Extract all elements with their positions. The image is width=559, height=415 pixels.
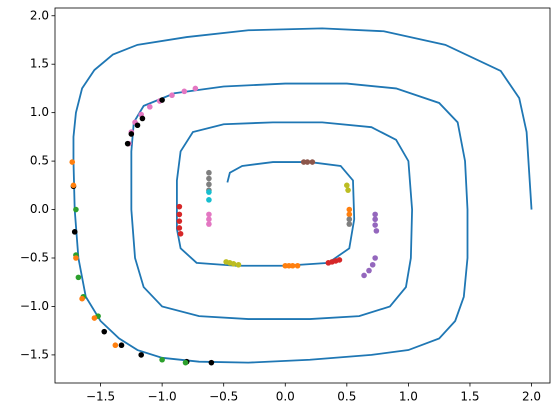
scatter-point xyxy=(369,261,376,268)
scatter-point xyxy=(309,159,316,165)
scatter-point xyxy=(372,222,378,228)
scatter-point xyxy=(79,295,85,302)
scatter-point xyxy=(73,255,79,261)
scatter-point xyxy=(346,216,353,223)
scatter-point xyxy=(206,221,212,227)
x-tick-label: 1.0 xyxy=(399,390,418,404)
scatter-point xyxy=(192,85,199,92)
scatter-point xyxy=(177,230,184,237)
scatter-point xyxy=(345,187,351,193)
x-tick-label: 1.5 xyxy=(460,390,479,404)
x-tick-label: −1.5 xyxy=(86,390,115,404)
scatter-point xyxy=(206,211,212,218)
scatter-point xyxy=(206,175,212,182)
scatter-point xyxy=(206,197,212,203)
scatter-point xyxy=(147,104,153,110)
scatter-point xyxy=(71,229,78,235)
scatter-point xyxy=(366,267,372,274)
scatter-point xyxy=(91,315,98,321)
y-tick-label: −1.5 xyxy=(20,347,49,361)
scatter-point xyxy=(75,274,82,281)
scatter-point xyxy=(206,216,212,223)
scatter-point xyxy=(372,211,378,218)
x-tick-label: 2.0 xyxy=(522,390,541,404)
y-tick-label: 1.5 xyxy=(30,57,49,71)
scatter-point xyxy=(182,359,189,366)
scatter-point xyxy=(361,272,367,279)
scatter-point xyxy=(124,140,131,147)
scatter-point xyxy=(73,206,79,213)
scatter-point xyxy=(101,328,108,335)
scatter-point xyxy=(169,92,175,99)
scatter-point xyxy=(118,342,125,349)
scatter-point xyxy=(344,182,350,189)
scatter-point xyxy=(346,211,353,218)
scatter-point xyxy=(138,352,144,358)
scatter-point xyxy=(176,218,183,224)
scatter-point xyxy=(372,255,378,261)
scatter-point xyxy=(176,225,183,231)
scatter-point xyxy=(230,261,237,267)
scatter-point xyxy=(112,342,119,349)
scatter-point xyxy=(134,122,141,129)
plot-frame xyxy=(54,7,551,384)
y-tick-label: 1.0 xyxy=(30,105,49,119)
y-tick-label: −1.0 xyxy=(20,299,49,313)
scatter-point xyxy=(181,88,188,95)
scatter-point xyxy=(372,216,378,223)
scatter-point xyxy=(208,359,215,366)
scatter-point xyxy=(128,131,135,137)
y-tick-label: 0.5 xyxy=(30,154,49,168)
x-tick-label: 0.0 xyxy=(276,390,295,404)
scatter-point xyxy=(235,261,242,268)
scatter-point xyxy=(289,262,296,269)
y-tick-label: 2.0 xyxy=(30,8,49,22)
scatter-point xyxy=(206,189,212,195)
scatter-point xyxy=(159,97,165,103)
scatter-point xyxy=(206,181,212,188)
x-tick-label: −0.5 xyxy=(209,390,238,404)
y-tick-label: −0.5 xyxy=(20,251,49,265)
scatter-point xyxy=(346,221,353,227)
scatter-point xyxy=(294,262,301,269)
spiral-line xyxy=(72,27,533,364)
x-tick-label: −1.0 xyxy=(148,390,177,404)
scatter-point xyxy=(336,257,343,263)
scatter-point xyxy=(373,228,380,234)
scatter-point xyxy=(206,169,212,176)
scatter-point xyxy=(69,159,76,165)
scatter-point xyxy=(159,356,165,363)
scatter-point xyxy=(176,211,183,218)
x-tick-label: 0.5 xyxy=(337,390,356,404)
scatter-point xyxy=(346,206,353,213)
scatter-point xyxy=(70,182,77,189)
scatter-point xyxy=(176,203,183,210)
scatter-point xyxy=(139,115,146,122)
scatter-point xyxy=(304,159,311,165)
y-tick-label: 0.0 xyxy=(30,202,49,216)
